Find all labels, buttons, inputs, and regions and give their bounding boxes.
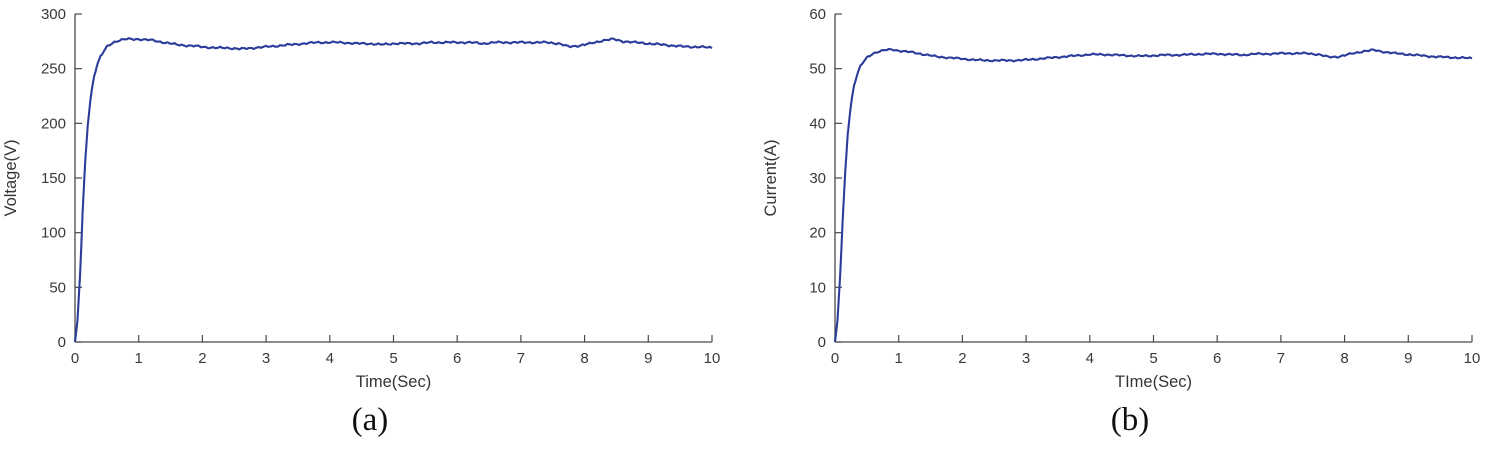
svg-text:20: 20 — [809, 225, 826, 242]
svg-text:6: 6 — [453, 350, 461, 367]
svg-text:10: 10 — [1464, 350, 1481, 367]
svg-text:Current(A): Current(A) — [762, 139, 780, 216]
svg-text:4: 4 — [326, 350, 334, 367]
svg-text:0: 0 — [831, 350, 839, 367]
svg-text:100: 100 — [41, 225, 66, 242]
svg-text:150: 150 — [41, 170, 66, 187]
svg-text:200: 200 — [41, 115, 66, 132]
svg-text:TIme(Sec): TIme(Sec) — [1115, 373, 1192, 391]
svg-text:7: 7 — [1277, 350, 1285, 367]
svg-text:Voltage(V): Voltage(V) — [2, 139, 20, 216]
svg-text:3: 3 — [1022, 350, 1030, 367]
svg-text:Time(Sec): Time(Sec) — [356, 373, 431, 391]
caption-b: (b) — [1110, 402, 1150, 438]
svg-text:50: 50 — [49, 279, 66, 296]
svg-text:5: 5 — [1149, 350, 1157, 367]
svg-text:9: 9 — [644, 350, 652, 367]
current-chart: 0 1 2 3 4 5 6 7 8 9 10 0 10 20 30 40 50 60 TIme(Sec) Curren… — [762, 6, 1481, 391]
svg-text:1: 1 — [135, 350, 143, 367]
svg-text:3: 3 — [262, 350, 270, 367]
svg-text:300: 300 — [41, 6, 66, 23]
svg-text:10: 10 — [704, 350, 721, 367]
svg-text:60: 60 — [809, 6, 826, 23]
svg-text:4: 4 — [1086, 350, 1094, 367]
svg-text:9: 9 — [1404, 350, 1412, 367]
svg-text:50: 50 — [809, 61, 826, 78]
svg-text:2: 2 — [198, 350, 206, 367]
voltage-panel: 0 1 2 3 4 5 6 7 8 9 10 0 50 100 150 200 250 300 Time(Sec) V… — [0, 0, 740, 461]
svg-text:2: 2 — [958, 350, 966, 367]
current-panel: 0 1 2 3 4 5 6 7 8 9 10 0 10 20 30 40 50 60 TIme(Sec) Curren… — [760, 0, 1500, 461]
svg-text:250: 250 — [41, 61, 66, 78]
svg-text:10: 10 — [809, 279, 826, 296]
svg-text:5: 5 — [389, 350, 397, 367]
voltage-chart: 0 1 2 3 4 5 6 7 8 9 10050100150200250300Time(Sec)V… — [2, 6, 721, 391]
svg-text:40: 40 — [809, 115, 826, 132]
svg-text:1: 1 — [895, 350, 903, 367]
svg-text:7: 7 — [517, 350, 525, 367]
svg-text:0: 0 — [818, 334, 826, 351]
svg-text:6: 6 — [1213, 350, 1221, 367]
caption-a: (a) — [351, 402, 389, 438]
svg-text:0: 0 — [58, 334, 66, 351]
svg-text:0: 0 — [71, 350, 79, 367]
svg-text:8: 8 — [580, 350, 588, 367]
svg-text:8: 8 — [1340, 350, 1348, 367]
svg-text:30: 30 — [809, 170, 826, 187]
